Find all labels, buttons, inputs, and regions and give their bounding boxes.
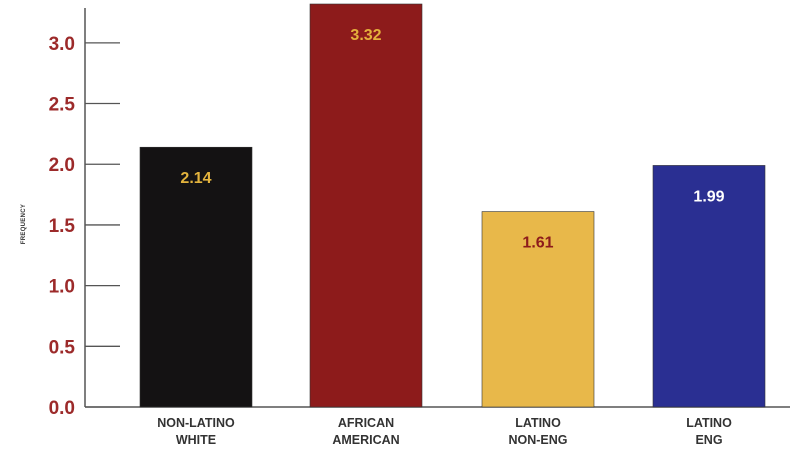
x-category-label: NON-LATINO bbox=[157, 416, 235, 430]
x-category-label: ENG bbox=[695, 433, 722, 447]
x-category-label: AFRICAN bbox=[338, 416, 394, 430]
category-labels: NON-LATINO WHITE AFRICAN AMERICAN LATINO NON-… bbox=[157, 416, 732, 447]
bar bbox=[481, 211, 595, 408]
bar bbox=[309, 3, 423, 408]
y-tick-label: 1.0 bbox=[49, 277, 75, 298]
bar-value-label: 2.14 bbox=[180, 170, 211, 187]
x-category-label: LATINO bbox=[515, 416, 561, 430]
y-tick-label: 0.5 bbox=[49, 337, 76, 358]
bar-value-label: 1.99 bbox=[693, 188, 724, 205]
y-tick-label: 0.0 bbox=[49, 398, 75, 419]
y-tick-label: 2.0 bbox=[49, 155, 75, 176]
bar-value-label: 1.61 bbox=[522, 235, 553, 252]
bar bbox=[652, 165, 766, 408]
bar-value-label: 3.32 bbox=[350, 27, 381, 44]
value-labels: 2.14 3.32 1.61 1.99 bbox=[180, 27, 724, 252]
y-tick-label: 3.0 bbox=[49, 34, 75, 55]
x-category-label: WHITE bbox=[176, 433, 216, 447]
bars bbox=[139, 3, 766, 408]
x-category-label: LATINO bbox=[686, 416, 732, 430]
y-axis-title: FREQUENCY bbox=[21, 204, 27, 244]
x-category-label: NON-ENG bbox=[508, 433, 567, 447]
y-axis-ticks: 0.0 0.5 1.0 1.5 2.0 2.5 3.0 bbox=[49, 34, 120, 419]
y-tick-label: 2.5 bbox=[49, 95, 76, 116]
bar bbox=[139, 146, 253, 408]
x-category-label: AMERICAN bbox=[332, 433, 399, 447]
y-tick-label: 1.5 bbox=[49, 216, 76, 237]
